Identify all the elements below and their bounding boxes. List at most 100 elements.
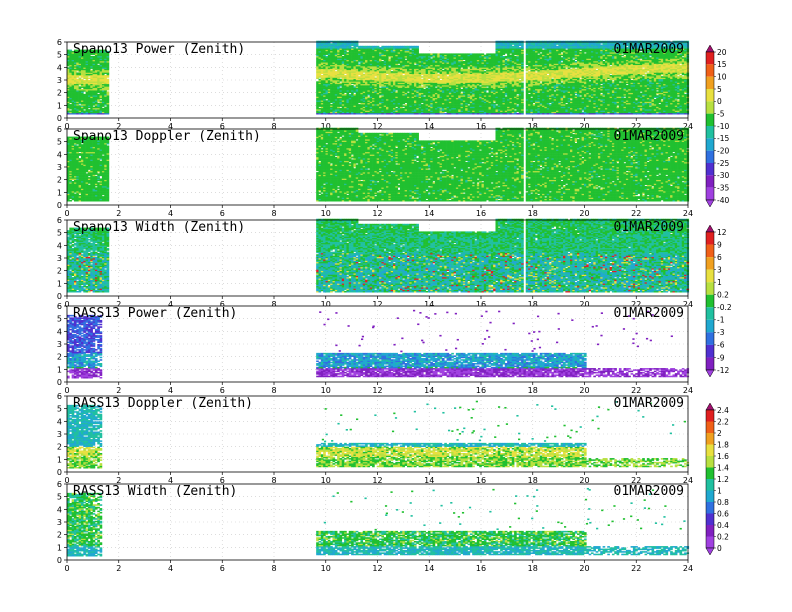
heatmap-cell <box>468 69 471 71</box>
heatmap-cell <box>433 53 436 55</box>
heatmap-cell <box>370 46 373 48</box>
heatmap-cell <box>493 103 496 105</box>
heatmap-cell <box>358 64 361 66</box>
heatmap-cell <box>358 46 361 48</box>
heatmap-cell <box>104 107 107 109</box>
heatmap-cell <box>414 65 417 67</box>
heatmap-cell <box>335 71 338 73</box>
heatmap-cell <box>379 88 382 90</box>
heatmap-cell <box>384 46 387 48</box>
heatmap-cell <box>388 67 391 69</box>
heatmap-cell <box>88 109 91 111</box>
heatmap-cell <box>423 96 426 98</box>
heatmap-cell <box>398 46 401 48</box>
heatmap-cell <box>374 77 377 79</box>
heatmap-cell <box>351 47 354 49</box>
heatmap-cell <box>491 53 494 55</box>
heatmap-cell <box>461 89 464 91</box>
heatmap-cell <box>386 46 389 48</box>
heatmap-cell <box>316 81 319 83</box>
heatmap-cell <box>451 53 454 55</box>
heatmap-cell <box>447 53 450 55</box>
heatmap-cell <box>391 46 394 48</box>
heatmap-cell <box>69 110 72 112</box>
heatmap-cell <box>479 53 482 55</box>
heatmap-cell <box>79 86 82 88</box>
heatmap-cell <box>358 76 361 78</box>
heatmap-cell <box>419 53 422 55</box>
heatmap-cell <box>407 46 410 48</box>
heatmap-cell <box>93 107 96 109</box>
heatmap-cell <box>346 52 349 54</box>
heatmap-cell <box>461 69 464 71</box>
heatmap-cell <box>435 88 438 90</box>
heatmap-cell <box>395 91 398 93</box>
heatmap-cell <box>426 88 429 90</box>
heatmap-cell <box>402 46 405 48</box>
heatmap-cell <box>100 100 103 102</box>
heatmap-cell <box>414 46 417 48</box>
heatmap-cell <box>398 65 401 67</box>
heatmap-cell <box>90 70 93 72</box>
heatmap-cell <box>330 43 333 45</box>
heatmap-cell <box>339 79 342 81</box>
heatmap-cell <box>426 53 429 55</box>
heatmap-cell <box>76 79 79 81</box>
heatmap-cell <box>472 53 475 55</box>
heatmap-cell <box>319 79 322 81</box>
heatmap-cell <box>356 48 359 50</box>
heatmap-cell <box>495 105 498 107</box>
heatmap-cell <box>81 79 84 81</box>
heatmap-cell <box>330 104 333 106</box>
heatmap-cell <box>365 46 368 48</box>
heatmap-cell <box>484 71 487 73</box>
heatmap-cell <box>428 80 431 82</box>
heatmap-cell <box>107 79 110 81</box>
heatmap-cell <box>79 105 82 107</box>
heatmap-cell <box>468 53 471 55</box>
heatmap-cell <box>83 80 86 82</box>
heatmap-cell <box>405 60 408 62</box>
heatmap-cell <box>440 53 443 55</box>
heatmap-cell <box>421 79 424 81</box>
heatmap-cell <box>428 53 431 55</box>
heatmap-cell <box>353 86 356 88</box>
heatmap-cell <box>421 76 424 78</box>
heatmap-cell <box>386 75 389 77</box>
heatmap-cell <box>83 94 86 96</box>
heatmap-cell <box>430 58 433 60</box>
heatmap-cell <box>454 53 457 55</box>
heatmap-cell <box>486 53 489 55</box>
heatmap-cell <box>69 104 72 106</box>
heatmap-cell <box>97 94 100 96</box>
heatmap-cell <box>104 75 107 77</box>
heatmap-cell <box>381 46 384 48</box>
heatmap-cell <box>388 58 391 60</box>
heatmap-cell <box>349 94 352 96</box>
heatmap-cell <box>458 53 461 55</box>
heatmap-cell <box>475 53 478 55</box>
heatmap-cell <box>479 86 482 88</box>
heatmap-cell <box>319 108 322 110</box>
heatmap-cell <box>463 61 466 63</box>
heatmap-cell <box>377 46 380 48</box>
heatmap-cell <box>486 88 489 90</box>
heatmap-cell <box>363 46 366 48</box>
heatmap-cell <box>367 46 370 48</box>
heatmap-cell <box>444 113 447 115</box>
heatmap-cell <box>381 61 384 63</box>
heatmap-cell <box>421 53 424 55</box>
heatmap-cell <box>379 47 382 49</box>
heatmap-cell <box>486 93 489 95</box>
heatmap-cell <box>421 86 424 88</box>
heatmap-cell <box>339 88 342 90</box>
heatmap-cell <box>88 80 91 82</box>
heatmap-cell <box>447 76 450 78</box>
heatmap-cell <box>500 90 503 92</box>
heatmap-cell <box>461 53 464 55</box>
heatmap-cell <box>402 105 405 107</box>
heatmap-cell <box>339 108 342 110</box>
heatmap-cell <box>79 77 82 79</box>
heatmap-cell <box>437 53 440 55</box>
heatmap-cell <box>489 53 492 55</box>
